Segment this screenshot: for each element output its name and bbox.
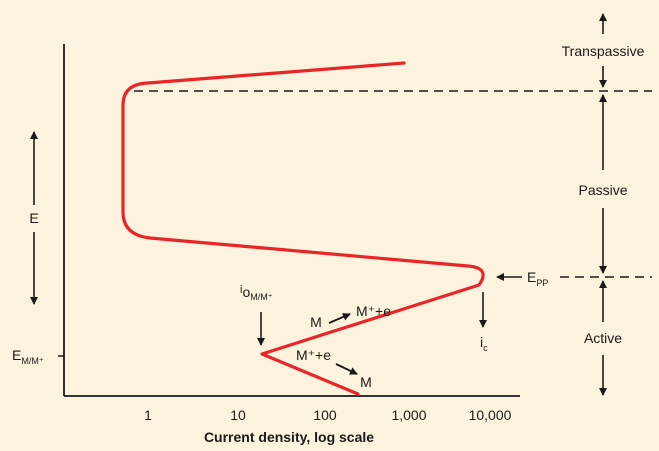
region-transpassive: Transpassive [562,43,645,59]
anodic-reaction-left: M [310,314,322,330]
x-tick-10000: 10,000 [469,407,512,423]
equilibrium-potential-label: EM/M⁺ [12,347,44,366]
anodic-reaction-arrow [328,313,351,324]
y-axis-label: E [29,210,38,226]
region-passive: Passive [578,182,627,198]
x-tick-10: 10 [230,407,246,423]
x-tick-100: 100 [313,407,337,423]
cathodic-reaction-left: M⁺+e [296,347,331,363]
region-active: Active [584,330,622,346]
critical-current-label: ic [480,334,488,353]
epp-label: EPP [527,269,548,288]
cathodic-reaction-right: M [360,374,372,390]
cathodic-reaction-arrow [335,363,358,375]
x-tick-1000: 1,000 [391,407,426,423]
x-axis-title: Current density, log scale [204,429,374,445]
polarization-curve [121,61,485,396]
x-tick-1: 1 [144,407,152,423]
exchange-current-label: ioM/M⁺ [240,284,273,302]
anodic-reaction-right: M⁺+e [356,303,391,319]
